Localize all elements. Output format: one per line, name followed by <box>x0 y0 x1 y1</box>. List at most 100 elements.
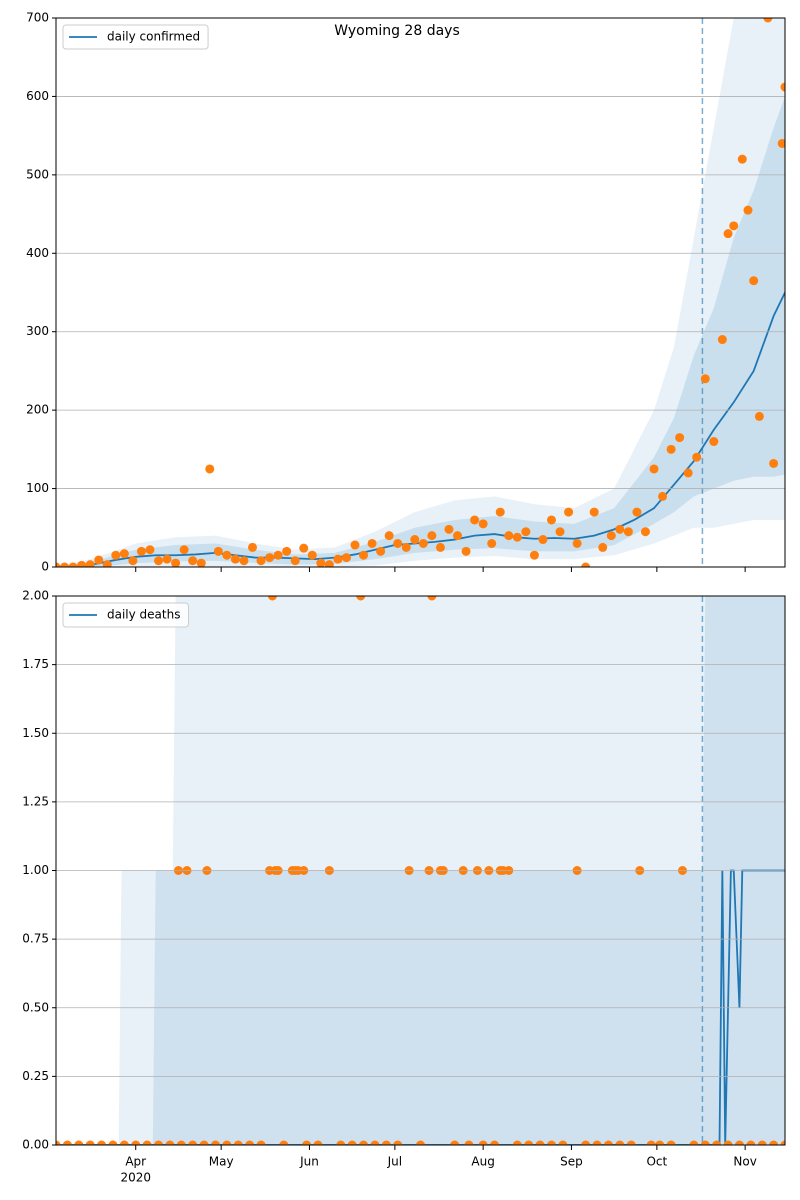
data-point <box>538 535 548 545</box>
data-point <box>512 532 522 542</box>
data-point <box>464 1140 474 1145</box>
data-point <box>256 1140 266 1145</box>
data-point <box>769 1140 779 1145</box>
data-point <box>247 542 257 552</box>
legend: daily confirmed <box>62 24 209 50</box>
axes-frame <box>55 595 786 1146</box>
data-point <box>282 546 292 556</box>
data-point <box>444 524 454 534</box>
data-point <box>453 531 463 541</box>
data-point <box>623 527 633 537</box>
data-point <box>68 562 78 567</box>
data-point <box>393 538 403 548</box>
data-point <box>154 556 164 566</box>
y-tick-label: 0.25 <box>22 1069 49 1083</box>
data-point <box>572 538 582 548</box>
data-point <box>754 411 764 421</box>
data-point <box>615 1140 625 1145</box>
data-point <box>487 538 497 548</box>
data-point <box>529 550 539 560</box>
data-point <box>709 437 719 447</box>
legend-box <box>62 602 189 628</box>
data-point <box>729 221 739 231</box>
y-tick-label: 1.75 <box>22 657 49 671</box>
data-point <box>521 527 531 537</box>
data-point <box>60 562 70 567</box>
data-point <box>717 335 727 345</box>
data-point <box>461 546 471 556</box>
data-point <box>450 1140 460 1145</box>
data-point <box>401 542 411 552</box>
data-point <box>222 550 232 560</box>
data-point <box>743 205 753 215</box>
data-point <box>546 1140 556 1145</box>
data-point <box>581 1140 591 1145</box>
data-point <box>196 558 206 567</box>
data-point <box>495 507 505 517</box>
data-point <box>512 1140 522 1145</box>
confidence-band <box>56 18 785 567</box>
data-point <box>85 1140 95 1145</box>
data-point <box>381 1140 391 1145</box>
data-point <box>384 531 394 541</box>
data-point <box>205 464 215 474</box>
data-point <box>649 464 659 474</box>
data-point <box>632 507 642 517</box>
legend-label: daily deaths <box>107 608 180 622</box>
data-point <box>712 1140 722 1145</box>
data-point <box>689 1140 699 1145</box>
data-point <box>780 1140 785 1145</box>
data-point <box>62 1140 72 1145</box>
data-point <box>558 1140 568 1145</box>
data-point <box>418 538 428 548</box>
x-tick-label: Jul <box>387 1155 402 1169</box>
data-point <box>154 1140 164 1145</box>
data-point <box>85 560 95 567</box>
data-point <box>666 444 676 454</box>
y-tick-label: 500 <box>26 167 49 181</box>
data-point <box>307 550 317 560</box>
data-point <box>179 545 189 555</box>
data-point <box>188 556 198 566</box>
data-point <box>199 1140 209 1145</box>
data-point <box>273 550 283 560</box>
data-point <box>581 562 591 567</box>
data-point <box>97 1140 107 1145</box>
legend-box <box>62 24 209 50</box>
data-point <box>666 1140 676 1145</box>
data-point <box>111 550 121 560</box>
data-point <box>171 558 181 567</box>
data-point <box>162 554 172 564</box>
y-tick-label: 1.25 <box>22 794 49 808</box>
data-point <box>56 1140 61 1145</box>
data-point <box>265 553 275 563</box>
y-tick-label: 0.00 <box>22 1138 49 1152</box>
x-tick-label: May <box>209 1155 234 1169</box>
data-point <box>763 18 773 23</box>
chart-title: Wyoming 28 days <box>334 23 460 39</box>
plot-area <box>56 18 785 567</box>
data-point <box>769 458 779 468</box>
data-point <box>290 556 300 566</box>
data-point <box>435 542 445 552</box>
data-point <box>359 1140 369 1145</box>
data-point <box>302 1140 312 1145</box>
data-point <box>367 538 377 548</box>
data-point <box>245 1140 255 1145</box>
data-point <box>564 507 574 517</box>
data-point <box>757 1140 767 1145</box>
data-point <box>359 550 369 560</box>
data-point <box>603 1140 613 1145</box>
data-point <box>370 1140 380 1145</box>
data-point <box>746 1140 756 1145</box>
y-tick-label: 2.00 <box>22 589 49 603</box>
data-point <box>626 1140 636 1145</box>
data-point <box>592 1140 602 1145</box>
data-point <box>777 138 785 148</box>
data-point <box>279 1140 289 1145</box>
data-point <box>74 1140 84 1145</box>
data-point <box>640 527 650 537</box>
y-tick-label: 0.50 <box>22 1000 49 1014</box>
data-point <box>655 1140 665 1145</box>
y-tick-label: 0 <box>41 560 49 574</box>
